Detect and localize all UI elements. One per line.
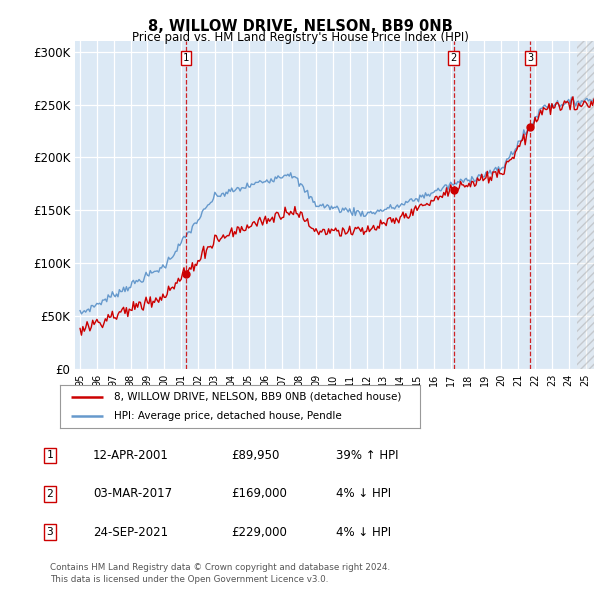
Text: 24-SEP-2021: 24-SEP-2021 xyxy=(93,526,168,539)
Bar xyxy=(577,41,596,369)
Text: £169,000: £169,000 xyxy=(231,487,287,500)
Text: 39% ↑ HPI: 39% ↑ HPI xyxy=(336,449,398,462)
Text: 8, WILLOW DRIVE, NELSON, BB9 0NB: 8, WILLOW DRIVE, NELSON, BB9 0NB xyxy=(148,19,452,34)
Text: 1: 1 xyxy=(46,451,53,460)
Text: 4% ↓ HPI: 4% ↓ HPI xyxy=(336,487,391,500)
Text: 4% ↓ HPI: 4% ↓ HPI xyxy=(336,526,391,539)
Text: 1: 1 xyxy=(183,53,189,63)
Text: 2: 2 xyxy=(451,53,457,63)
Bar xyxy=(577,41,596,369)
Text: £89,950: £89,950 xyxy=(231,449,280,462)
Text: 03-MAR-2017: 03-MAR-2017 xyxy=(93,487,172,500)
Text: Contains HM Land Registry data © Crown copyright and database right 2024.
This d: Contains HM Land Registry data © Crown c… xyxy=(50,563,390,584)
Text: 12-APR-2001: 12-APR-2001 xyxy=(93,449,169,462)
Text: HPI: Average price, detached house, Pendle: HPI: Average price, detached house, Pend… xyxy=(114,411,342,421)
Text: Price paid vs. HM Land Registry's House Price Index (HPI): Price paid vs. HM Land Registry's House … xyxy=(131,31,469,44)
Text: 2: 2 xyxy=(46,489,53,499)
Text: 3: 3 xyxy=(46,527,53,537)
Text: £229,000: £229,000 xyxy=(231,526,287,539)
Text: 8, WILLOW DRIVE, NELSON, BB9 0NB (detached house): 8, WILLOW DRIVE, NELSON, BB9 0NB (detach… xyxy=(114,392,401,402)
Text: 3: 3 xyxy=(527,53,533,63)
